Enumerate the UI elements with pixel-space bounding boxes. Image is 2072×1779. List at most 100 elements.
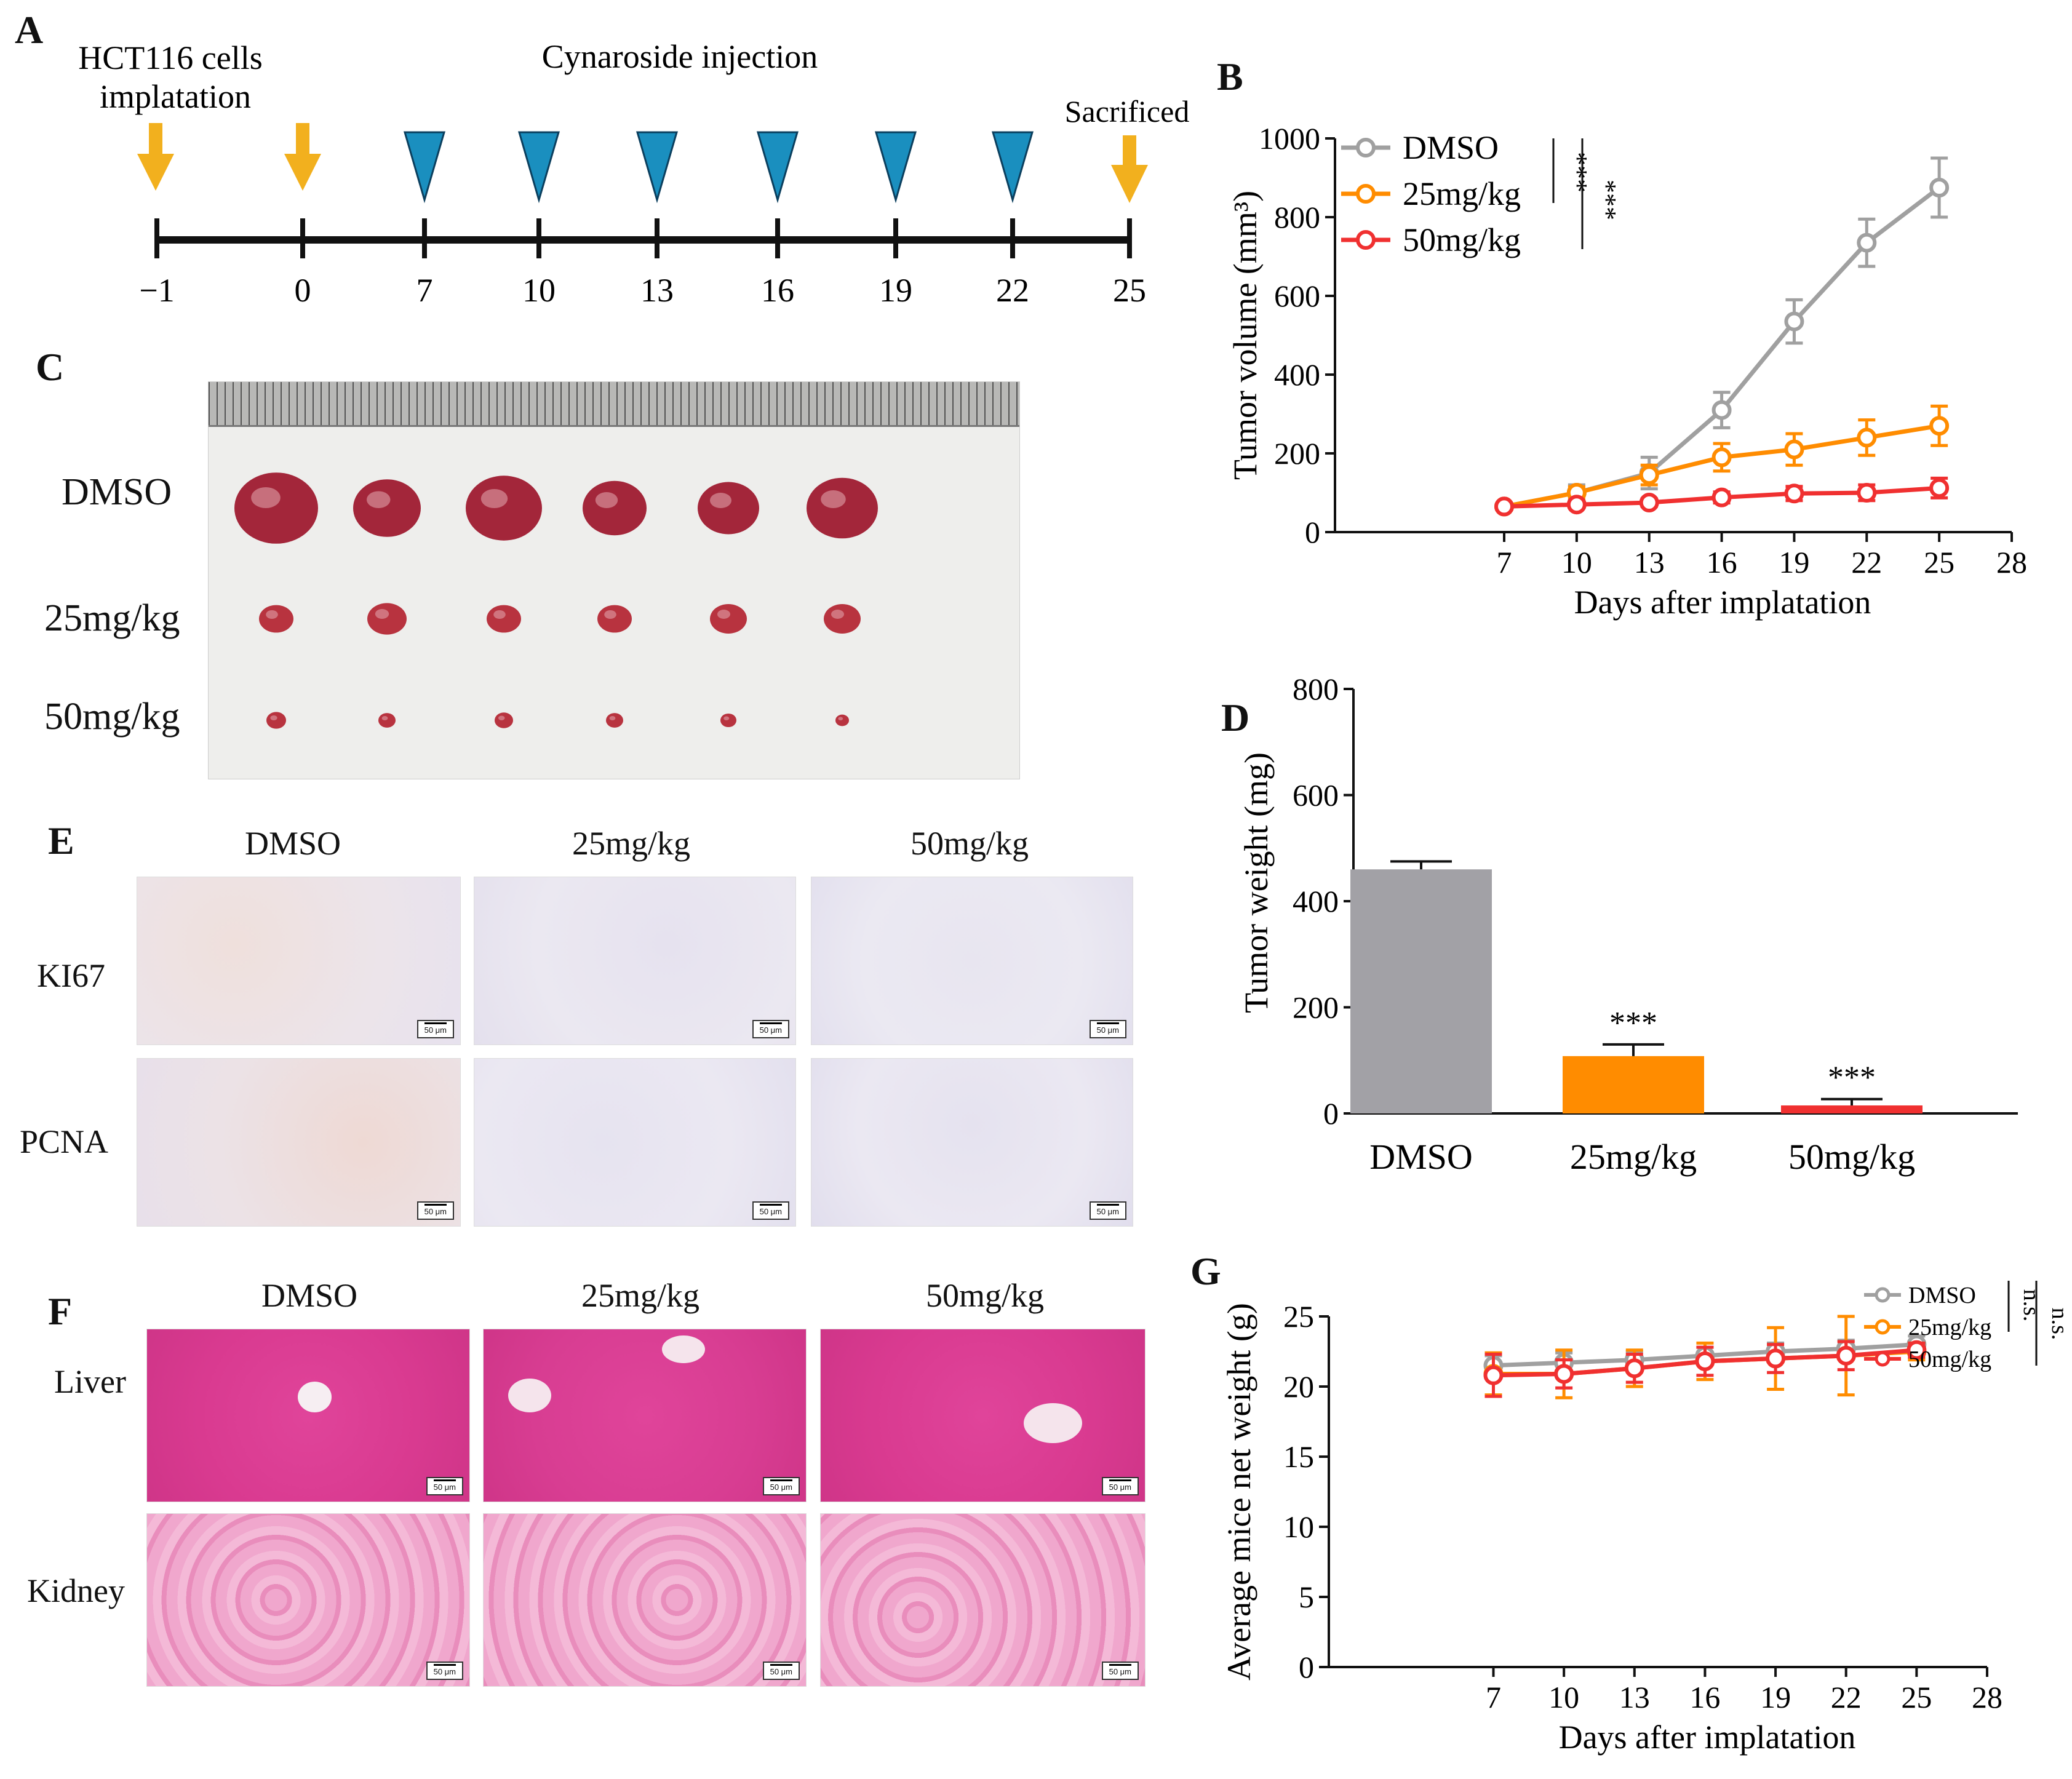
- tumor-specimens: [234, 472, 878, 729]
- tumor-specimen: [698, 482, 759, 535]
- y-tick-label: 200: [1293, 990, 1339, 1025]
- scale-bar: 50 μm: [752, 1020, 789, 1038]
- data-point: [1711, 447, 1732, 468]
- scale-bar: 50 μm: [1089, 1201, 1126, 1220]
- x-tick-label: 22: [1831, 1680, 1862, 1714]
- he-row-kidney: Kidney: [27, 1572, 125, 1609]
- tumor-highlight: [821, 490, 846, 508]
- implant-label-2: implatation: [100, 78, 251, 115]
- tumor-specimen: [597, 605, 632, 633]
- arrow-head: [1111, 165, 1148, 203]
- data-point: [1483, 1365, 1504, 1385]
- x-axis-label: Days after implatation: [1559, 1719, 1856, 1756]
- data-point: [1929, 178, 1950, 197]
- vessel: [508, 1379, 551, 1412]
- arrow-head: [137, 154, 174, 191]
- ruler: [209, 382, 1019, 427]
- panel-label-e: E: [48, 819, 74, 862]
- vessel: [298, 1382, 332, 1412]
- bar: [1563, 1056, 1704, 1113]
- y-tick-label: 800: [1293, 672, 1339, 706]
- tumor-highlight: [498, 715, 505, 720]
- y-tick-label: 5: [1299, 1580, 1314, 1614]
- y-tick-label: 0: [1299, 1650, 1314, 1684]
- photo-row-label-25: 25mg/kg: [44, 597, 180, 639]
- scale-bar: 50 μm: [752, 1201, 789, 1220]
- y-tick-label: 400: [1293, 884, 1339, 918]
- bar: [1350, 869, 1492, 1113]
- legend-label: 50mg/kg: [1403, 221, 1521, 258]
- arrow-shaft: [296, 123, 309, 160]
- y-tick-label: 15: [1283, 1439, 1314, 1474]
- x-tick-label: 28: [1972, 1680, 2002, 1714]
- y-tick-label: 0: [1323, 1096, 1339, 1131]
- injection-triangle: [518, 131, 560, 204]
- tumor-highlight: [251, 487, 281, 508]
- ihc-col-dmso: DMSO: [245, 825, 341, 862]
- scale-bar: 50 μm: [416, 1020, 454, 1038]
- scale-bar: 50 μm: [416, 1201, 454, 1220]
- tumor-highlight: [710, 493, 731, 508]
- ihc-row-pcna: PCNA: [20, 1123, 109, 1160]
- timeline-tick-label: 22: [996, 272, 1029, 309]
- x-tick-label: 19: [1779, 545, 1809, 579]
- tumor-highlight: [367, 491, 391, 508]
- tumor-weight-chart: 0 200 400 600 800 Tumor weight (mg) DMSO *** 25m…: [1238, 672, 2018, 1177]
- tumor-specimen: [710, 604, 747, 634]
- x-axis-label: Days after implatation: [1574, 584, 1871, 621]
- x-tick-label: 7: [1486, 1680, 1501, 1714]
- panel-label-g: G: [1190, 1249, 1221, 1293]
- data-point: [1624, 1358, 1644, 1379]
- y-axis-label: Average mice net weight (g): [1221, 1303, 1257, 1681]
- data-point: [1639, 493, 1659, 512]
- tumor-specimen: [466, 476, 542, 541]
- he-row-liver: Liver: [54, 1363, 126, 1400]
- x-tick-label: 13: [1634, 545, 1665, 579]
- data-point: [1711, 487, 1732, 507]
- ihc-col-50: 50mg/kg: [910, 825, 1029, 862]
- sig-label: n.s.: [2018, 1289, 2044, 1322]
- injection-triangle: [992, 131, 1034, 204]
- data-point: [1836, 1345, 1856, 1366]
- he-liver-25: 50 μm: [483, 1329, 807, 1502]
- panel-label-d: D: [1221, 696, 1250, 739]
- legend-marker: [1875, 1351, 1891, 1367]
- tumor-specimen: [353, 479, 421, 537]
- y-tick-label: 1000: [1259, 121, 1320, 156]
- data-point: [1639, 465, 1659, 485]
- timeline-tick-label: −1: [139, 272, 174, 309]
- he-col-dmso: DMSO: [261, 1277, 358, 1314]
- timeline-diagram: HCT116 cells implatation Cynaroside inje…: [78, 38, 1189, 309]
- data-point: [1857, 233, 1877, 253]
- timeline-tick-label: 25: [1113, 272, 1146, 309]
- x-tick-label: 10: [1548, 1680, 1579, 1714]
- data-point: [1695, 1351, 1715, 1371]
- legend-marker: [1356, 138, 1376, 157]
- photo-row-label-50: 50mg/kg: [44, 696, 180, 738]
- timeline-tick-label: 7: [416, 272, 433, 309]
- data-point: [1857, 483, 1877, 503]
- timeline-tick-label: 19: [879, 272, 912, 309]
- tumor-specimen: [367, 603, 407, 635]
- tumor-highlight: [595, 492, 618, 508]
- data-point: [1784, 311, 1804, 332]
- arrow-shaft: [1123, 135, 1136, 169]
- data-point: [1907, 1340, 1927, 1360]
- injection-triangle: [404, 131, 445, 204]
- tumor-specimen: [807, 477, 878, 539]
- he-kidney-50: 50 μm: [820, 1513, 1146, 1687]
- category-label: 50mg/kg: [1788, 1137, 1915, 1177]
- y-tick-label: 200: [1274, 436, 1320, 471]
- panel-label-b: B: [1217, 55, 1243, 98]
- injection-triangle: [875, 131, 917, 204]
- sig-label: ***: [1563, 152, 1593, 193]
- data-point: [1929, 478, 1950, 498]
- ihc-col-25: 25mg/kg: [572, 825, 691, 862]
- body-weight-chart: 0 5 10 15 20 25 7 10 13 16 19 22 25 28 Days after impl…: [1221, 1281, 2067, 1756]
- sig-label: ***: [1592, 180, 1622, 220]
- legend-marker: [1875, 1319, 1891, 1335]
- legend-label: 25mg/kg: [1908, 1315, 1991, 1340]
- scale-bar: 50 μm: [1089, 1020, 1126, 1038]
- vessel: [1024, 1403, 1082, 1443]
- data-point: [1784, 439, 1804, 460]
